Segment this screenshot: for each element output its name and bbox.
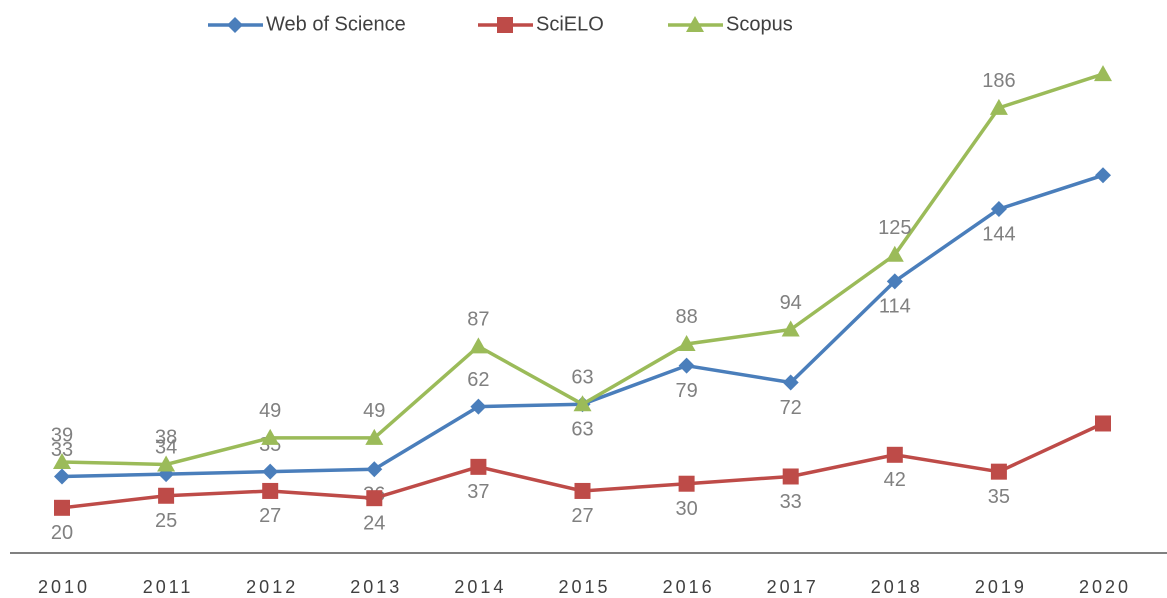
marker <box>227 17 243 33</box>
marker <box>573 395 592 412</box>
marker <box>469 337 488 354</box>
data-label: 33 <box>780 491 802 513</box>
marker <box>989 98 1008 115</box>
marker <box>781 320 800 337</box>
data-label: 25 <box>155 510 177 532</box>
marker <box>157 455 176 472</box>
marker <box>677 334 696 351</box>
marker <box>678 357 695 374</box>
x-tick-label: 2018 <box>871 577 923 597</box>
data-label: 186 <box>982 70 1015 92</box>
marker <box>990 463 1007 480</box>
data-label: 30 <box>675 498 697 520</box>
marker <box>886 446 903 463</box>
data-label: 20 <box>51 522 73 544</box>
marker <box>497 17 513 33</box>
x-tick-label: 2012 <box>246 577 298 597</box>
data-label: 49 <box>259 400 281 422</box>
data-label: 88 <box>675 306 697 328</box>
marker <box>1094 65 1112 82</box>
data-label: 38 <box>155 427 177 449</box>
data-label: 39 <box>51 424 73 446</box>
data-label: 49 <box>363 400 385 422</box>
marker <box>574 482 591 499</box>
marker <box>686 16 704 32</box>
data-label: 42 <box>884 469 906 491</box>
data-label: 62 <box>467 369 489 391</box>
data-label: 144 <box>982 223 1015 245</box>
marker <box>54 499 70 516</box>
marker <box>885 245 904 262</box>
x-tick-label: 2019 <box>975 577 1027 597</box>
marker <box>366 461 383 478</box>
data-label: 63 <box>571 418 593 440</box>
marker <box>782 374 799 391</box>
data-label: 35 <box>988 486 1010 508</box>
marker <box>262 463 279 480</box>
marker <box>678 475 695 492</box>
data-label: 33 <box>51 439 73 461</box>
x-tick-label: 2015 <box>558 577 610 597</box>
data-label: 24 <box>363 512 385 534</box>
marker <box>262 482 279 499</box>
legend-label: Web of Science <box>266 13 406 35</box>
data-label: 79 <box>675 380 697 402</box>
marker <box>158 487 175 504</box>
marker <box>1095 415 1111 432</box>
data-label: 125 <box>878 217 911 239</box>
marker <box>470 458 487 475</box>
marker <box>366 490 383 507</box>
marker <box>782 468 799 485</box>
marker <box>365 428 384 445</box>
x-tick-label: 2013 <box>350 577 402 597</box>
marker <box>470 398 487 415</box>
data-label: 37 <box>467 481 489 503</box>
x-tick-label: 2016 <box>663 577 715 597</box>
marker <box>54 468 70 485</box>
x-tick-label: 2011 <box>143 577 194 597</box>
marker <box>990 201 1007 218</box>
legend-label: SciELO <box>536 13 604 35</box>
data-label: 63 <box>571 366 593 388</box>
data-label: 27 <box>571 505 593 527</box>
x-tick-label: 2017 <box>767 577 819 597</box>
x-tick-label: 2010 <box>38 577 90 597</box>
data-label: 72 <box>780 397 802 419</box>
marker <box>886 273 903 290</box>
legend-label: Scopus <box>726 13 793 35</box>
data-label: 94 <box>780 292 802 314</box>
marker <box>1095 167 1111 184</box>
data-label: 114 <box>879 296 911 318</box>
x-tick-label: 2020 <box>1079 577 1131 597</box>
data-label: 34 <box>155 436 177 458</box>
marker <box>261 428 280 445</box>
x-tick-label: 2014 <box>454 577 506 597</box>
data-label: 87 <box>467 309 489 331</box>
data-label: 27 <box>259 505 281 527</box>
marker <box>53 453 71 470</box>
